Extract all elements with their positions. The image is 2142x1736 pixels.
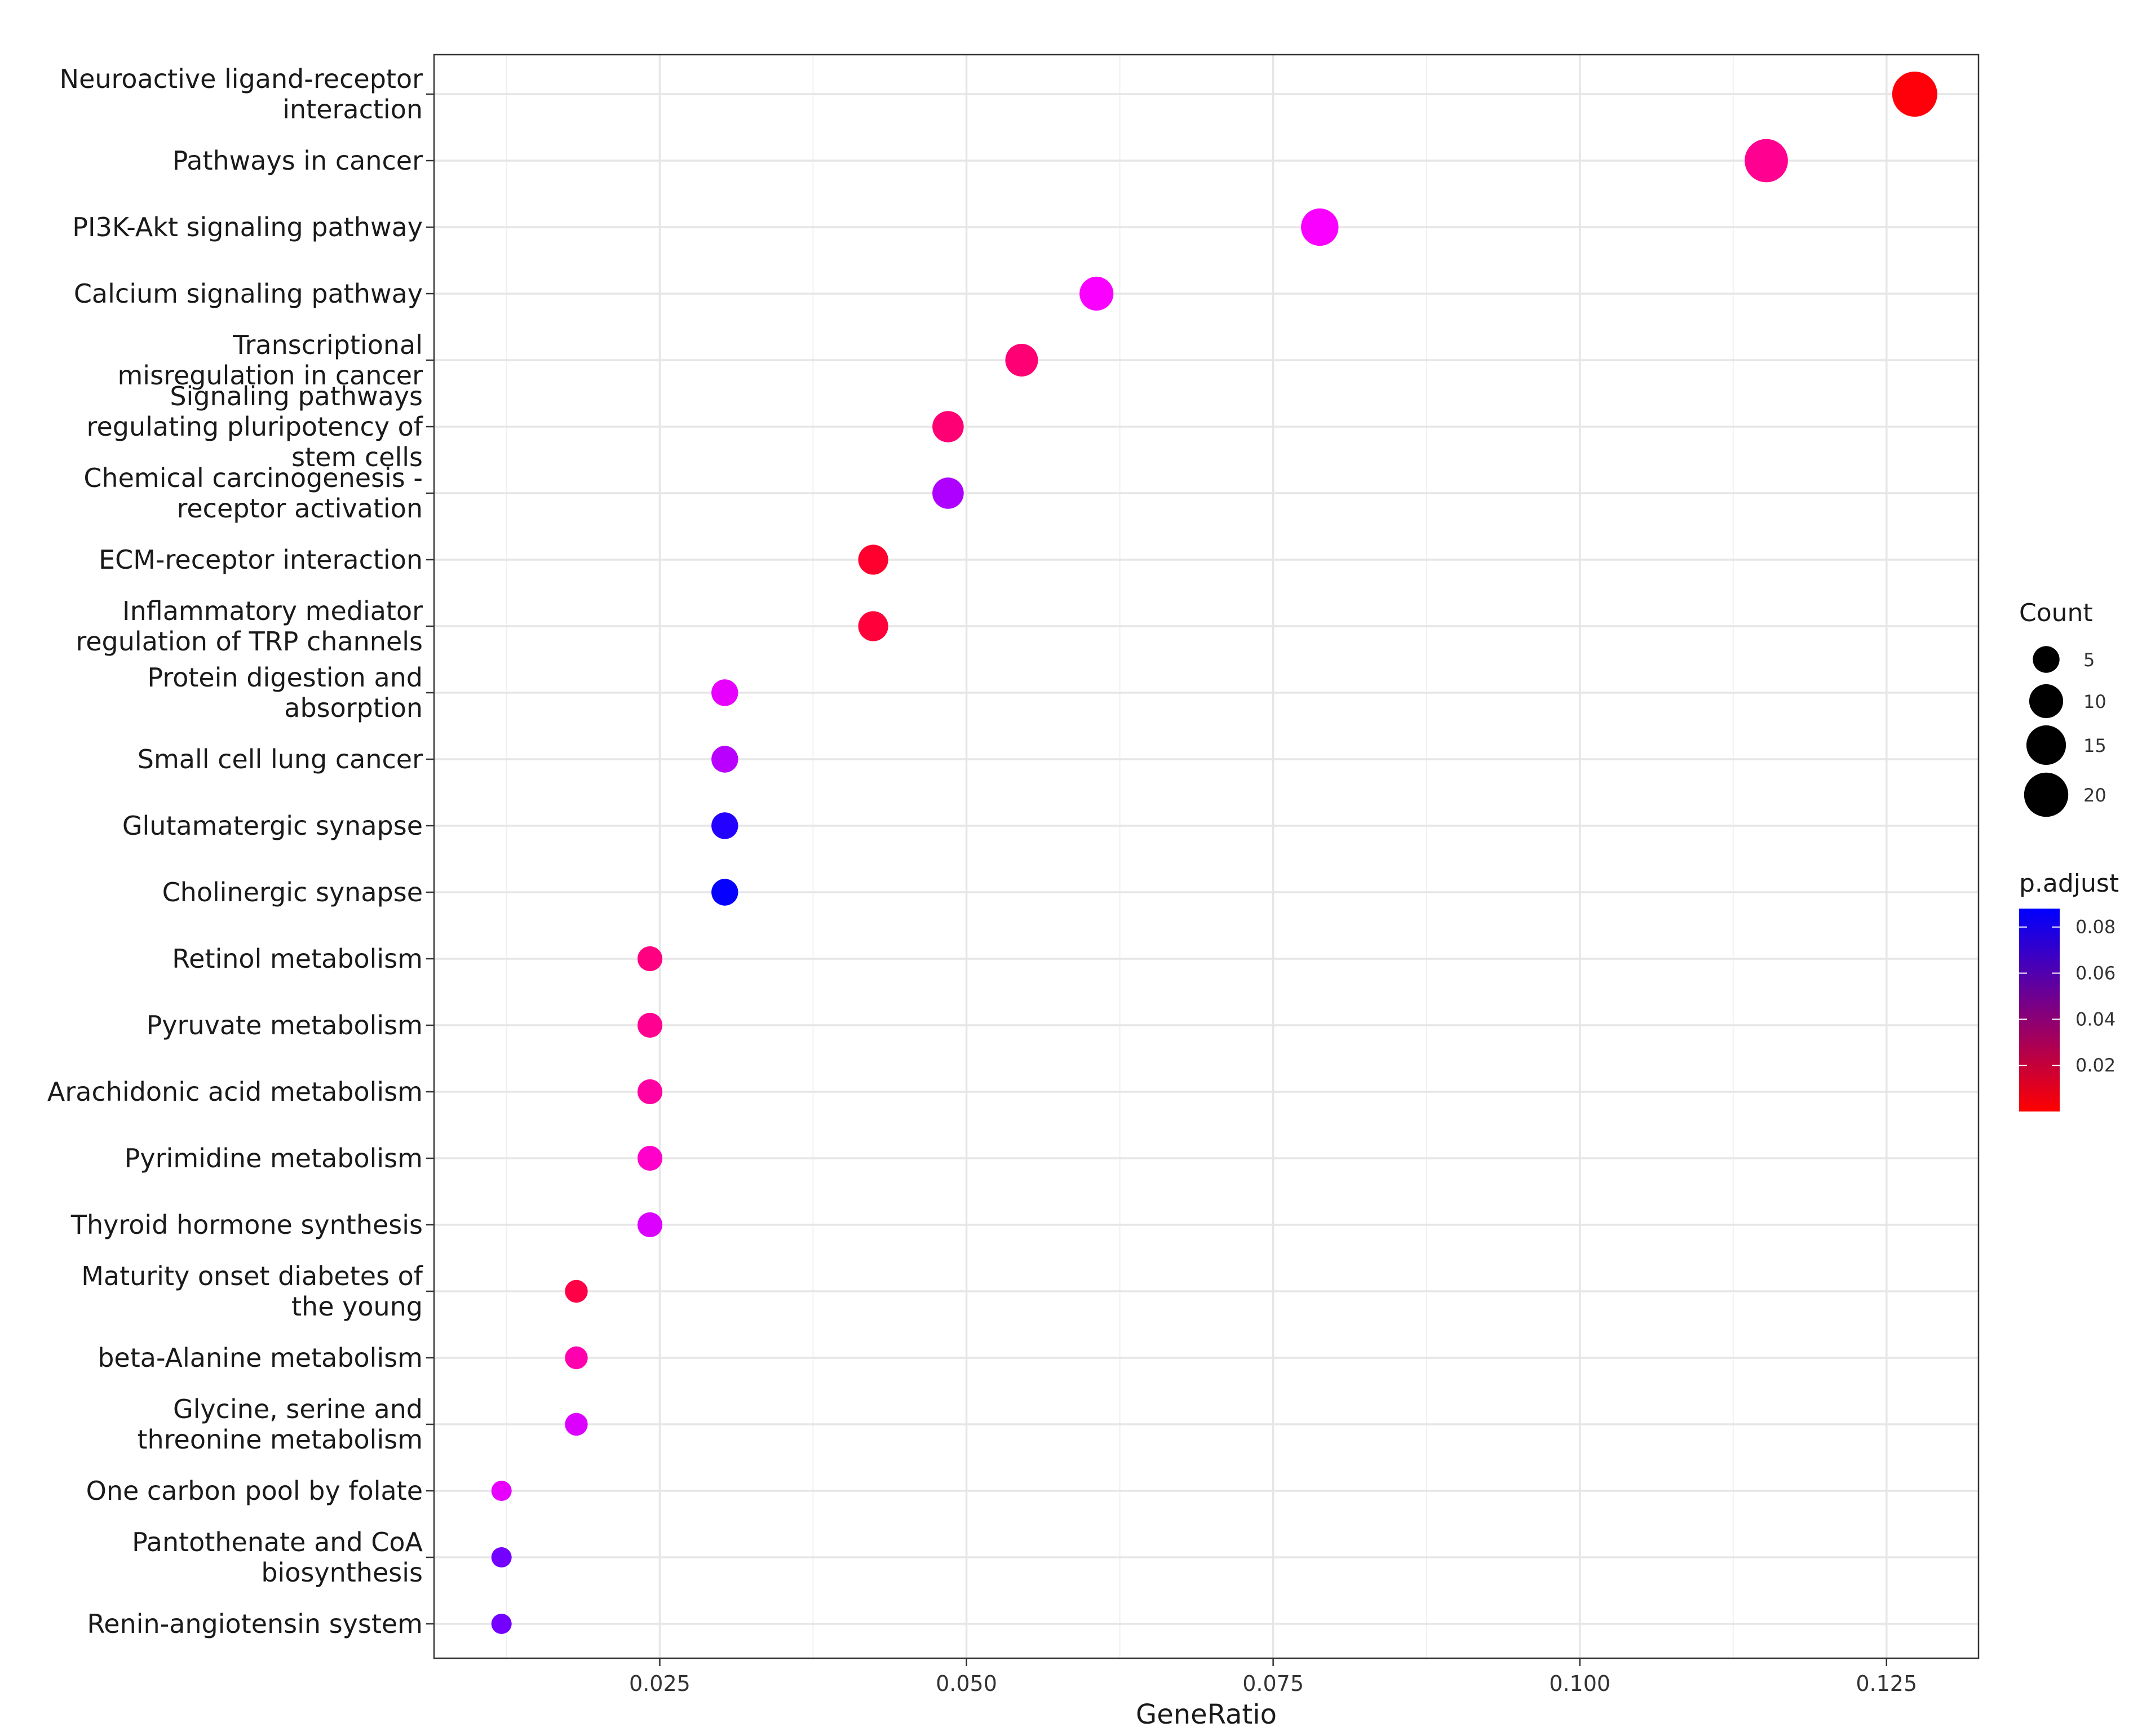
- data-point: [858, 544, 888, 575]
- x-tick-label: 0.075: [1242, 1671, 1304, 1696]
- count-legend-label: 10: [2083, 691, 2106, 712]
- y-tick-label: Pantothenate and CoA: [132, 1527, 423, 1557]
- y-tick-label: Maturity onset diabetes of: [81, 1261, 424, 1291]
- data-point: [565, 1412, 588, 1436]
- minor-grid: [506, 55, 1734, 1658]
- y-tick-label: Signaling pathways: [170, 381, 423, 411]
- y-tick-label: receptor activation: [176, 493, 423, 524]
- data-point: [637, 946, 663, 972]
- y-tick-label: One carbon pool by folate: [86, 1476, 423, 1506]
- y-tick-label: Pyrimidine metabolism: [125, 1143, 423, 1173]
- data-point: [637, 1079, 663, 1105]
- data-point: [565, 1346, 588, 1370]
- p-adjust-tick-label: 0.04: [2075, 1008, 2116, 1030]
- major-grid: [434, 55, 1979, 1658]
- y-tick-label: absorption: [284, 693, 423, 723]
- y-tick-label: threonine metabolism: [137, 1424, 423, 1455]
- x-tick-label: 0.125: [1856, 1671, 1917, 1696]
- data-point: [637, 1145, 663, 1171]
- p-adjust-tick-label: 0.06: [2075, 963, 2116, 984]
- data-point: [491, 1614, 512, 1634]
- y-tick-label: Inflammatory mediator: [122, 596, 423, 626]
- x-axis-title: GeneRatio: [1136, 1699, 1277, 1730]
- count-legend-label: 15: [2083, 735, 2106, 756]
- y-tick-label: Pathways in cancer: [172, 145, 423, 176]
- y-tick-label: regulating pluripotency of: [87, 411, 424, 442]
- y-tick-label: ECM-receptor interaction: [99, 544, 423, 575]
- data-point: [565, 1279, 588, 1303]
- y-tick-label: regulation of TRP channels: [76, 626, 423, 657]
- y-tick-label: Glutamatergic synapse: [122, 811, 423, 841]
- count-legend: Count 5 10 15 20: [2019, 599, 2106, 817]
- y-tick-label: Small cell lung cancer: [138, 744, 423, 774]
- data-point: [491, 1481, 512, 1501]
- count-legend-key: [2026, 725, 2066, 765]
- y-tick-label: the young: [291, 1291, 423, 1322]
- y-tick-label: Renin-angiotensin system: [87, 1609, 423, 1639]
- data-point: [1745, 139, 1788, 183]
- data-point: [932, 477, 964, 509]
- y-tick-label: Calcium signaling pathway: [74, 278, 423, 309]
- y-tick-label: Transcriptional: [232, 330, 423, 360]
- x-tick-label: 0.025: [629, 1671, 691, 1696]
- y-tick-label: Neuroactive ligand-receptor: [60, 64, 423, 94]
- data-point: [1892, 72, 1937, 117]
- data-point: [1005, 344, 1038, 377]
- p-adjust-legend-title: p.adjust: [2019, 869, 2119, 898]
- data-point: [1301, 208, 1339, 246]
- x-tick-label: 0.050: [936, 1671, 997, 1696]
- count-legend-key: [2024, 772, 2069, 817]
- data-point: [1079, 276, 1114, 311]
- y-tick-label: Protein digestion and: [147, 662, 423, 693]
- count-legend-label: 20: [2083, 785, 2106, 806]
- data-point: [637, 1012, 663, 1038]
- data-point: [711, 679, 738, 706]
- y-tick-label: beta-Alanine metabolism: [98, 1343, 423, 1373]
- p-adjust-legend: p.adjust 0.02 0.04 0.06 0.08: [2019, 869, 2119, 1111]
- y-tick-label: Thyroid hormone synthesis: [70, 1210, 423, 1240]
- y-tick-label: interaction: [282, 94, 423, 125]
- plot-panel: [434, 55, 1979, 1658]
- y-tick-label: Arachidonic acid metabolism: [47, 1077, 423, 1107]
- p-adjust-colorbar: [2019, 909, 2060, 1111]
- y-tick-label: PI3K-Akt signaling pathway: [72, 212, 423, 242]
- y-tick-label: Retinol metabolism: [172, 944, 423, 974]
- y-tick-label: Cholinergic synapse: [162, 877, 423, 907]
- count-legend-label: 5: [2083, 649, 2095, 671]
- y-tick-label: Glycine, serine and: [173, 1394, 423, 1424]
- y-tick-label: Pyruvate metabolism: [147, 1010, 423, 1040]
- y-tick-label: Chemical carcinogenesis -: [83, 463, 423, 493]
- data-point: [932, 411, 964, 442]
- p-adjust-tick-label: 0.08: [2075, 916, 2116, 938]
- data-point: [858, 611, 888, 641]
- count-legend-title: Count: [2019, 599, 2093, 627]
- count-legend-key: [2029, 684, 2064, 719]
- p-adjust-tick-label: 0.02: [2075, 1055, 2116, 1076]
- y-tick-label: biosynthesis: [261, 1557, 423, 1588]
- x-tick-label: 0.100: [1549, 1671, 1610, 1696]
- count-legend-key: [2033, 646, 2060, 673]
- x-axis: 0.025 0.050 0.075 0.100 0.125: [629, 1658, 1917, 1696]
- y-tick-label: misregulation in cancer: [117, 360, 423, 391]
- data-point: [711, 879, 738, 906]
- plot-border: [433, 54, 1980, 1659]
- data-points: [491, 72, 1937, 1634]
- y-tick-label: stem cells: [291, 442, 423, 472]
- data-point: [711, 812, 738, 839]
- data-point: [491, 1547, 512, 1567]
- data-point: [711, 746, 738, 773]
- data-point: [637, 1212, 663, 1238]
